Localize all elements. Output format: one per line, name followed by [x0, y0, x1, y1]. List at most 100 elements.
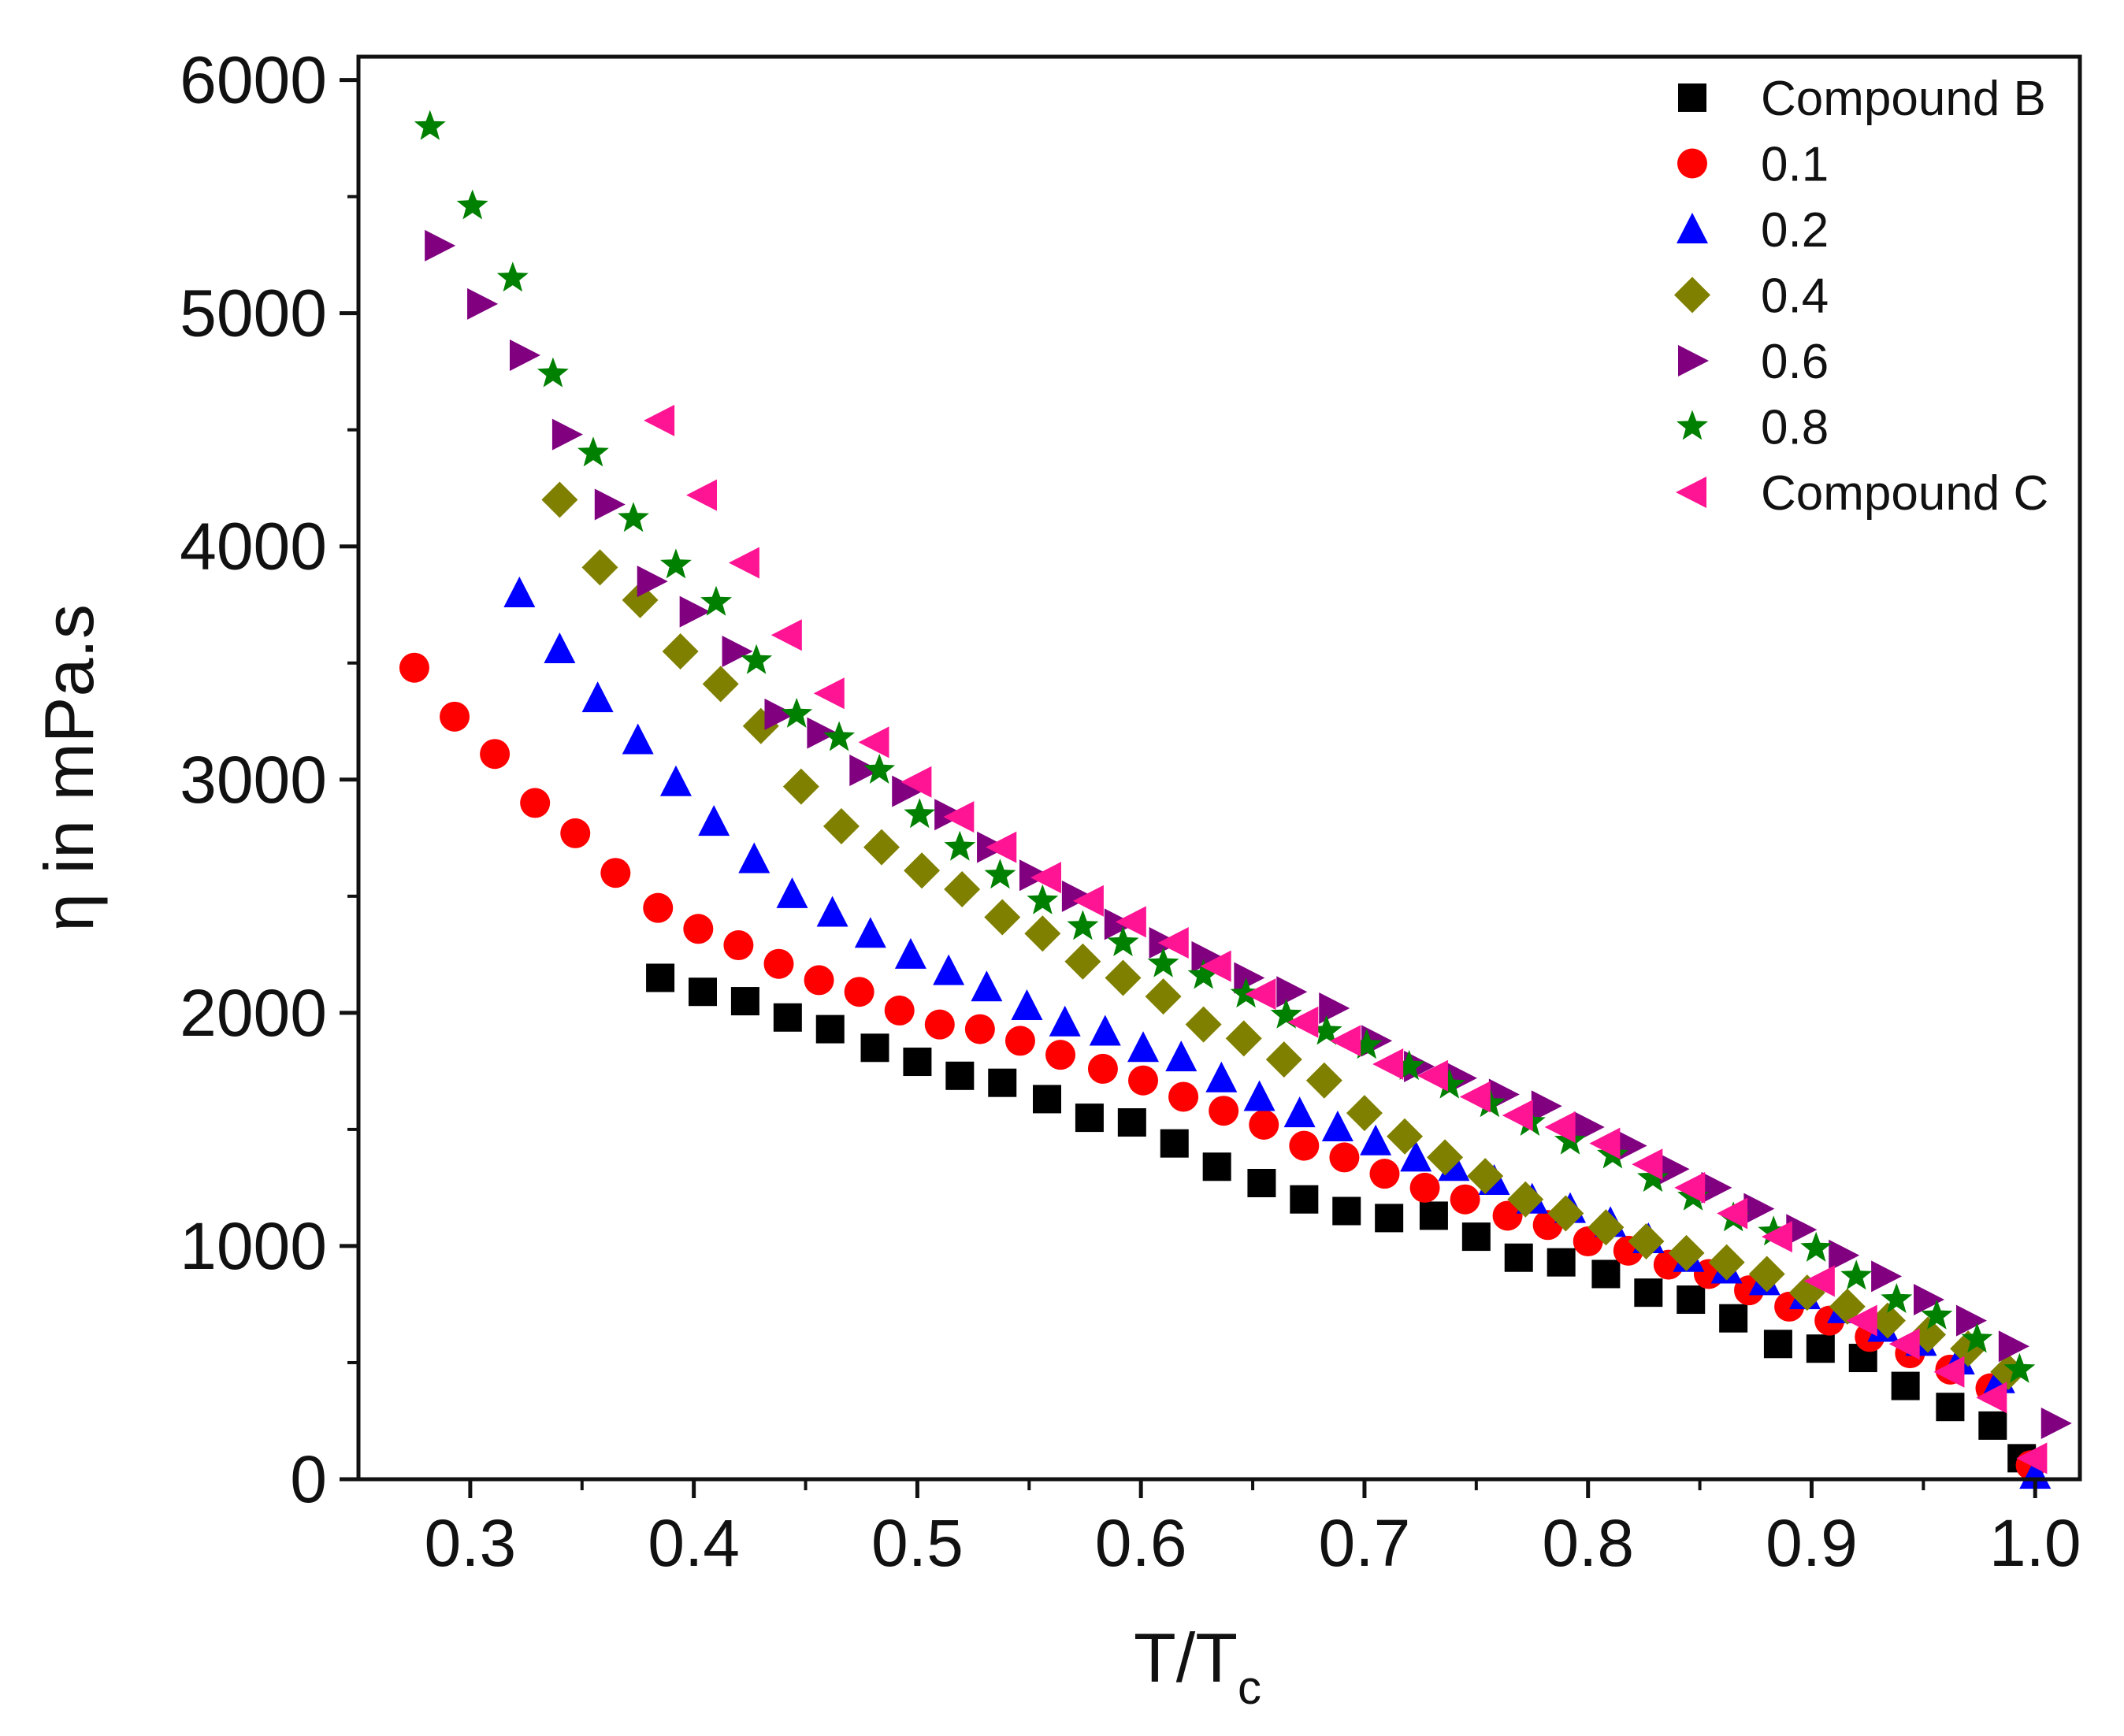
series-1 [399, 652, 2046, 1481]
y-tick-label: 2000 [180, 976, 327, 1050]
data-point [971, 970, 1003, 1002]
data-point [1701, 1171, 1732, 1204]
data-point [1658, 1153, 1690, 1185]
data-point [849, 754, 881, 786]
data-point [1459, 1081, 1491, 1113]
data-point [1587, 1209, 1625, 1246]
data-point [1743, 1193, 1775, 1225]
data-point [425, 229, 456, 262]
data-point [622, 581, 659, 618]
data-point [456, 189, 488, 220]
data-point [904, 798, 936, 829]
data-point [1329, 1142, 1360, 1173]
data-point [1128, 1065, 1159, 1096]
legend-label: 0.2 [1761, 203, 1829, 258]
data-point [1160, 1129, 1189, 1158]
data-point [1305, 1062, 1342, 1099]
data-point [1004, 1026, 1035, 1056]
data-point [1674, 1171, 1706, 1204]
data-point [1800, 1231, 1833, 1262]
data-point [822, 808, 860, 845]
data-point [944, 870, 981, 907]
x-tick-label: 1.0 [1989, 1506, 2081, 1580]
data-point [1719, 1304, 1748, 1333]
data-point [781, 697, 813, 728]
legend-entry: Compound C [1676, 466, 2048, 521]
data-point [2003, 1352, 2036, 1383]
data-point [764, 698, 796, 730]
data-point [414, 109, 446, 140]
y-tick-label: 0 [290, 1442, 327, 1516]
x-tick-label: 0.9 [1766, 1506, 1858, 1580]
legend-entry: 0.1 [1677, 138, 1829, 192]
data-point [773, 1003, 802, 1032]
data-point [581, 681, 614, 713]
data-point [1045, 1040, 1076, 1070]
data-point [903, 1048, 932, 1077]
data-point [689, 977, 717, 1007]
data-point [1998, 1330, 2029, 1363]
data-point [894, 937, 926, 969]
data-point [1502, 1100, 1533, 1132]
data-point [1075, 1104, 1104, 1133]
data-point [1072, 885, 1104, 917]
data-point [1758, 1215, 1790, 1246]
data-point [1230, 977, 1262, 1008]
data-point [1290, 1185, 1319, 1214]
legend-entry: Compound B [1678, 72, 2046, 126]
data-point [1933, 1356, 1965, 1388]
data-point [683, 914, 714, 944]
data-point [1332, 1196, 1361, 1226]
data-point [520, 788, 551, 818]
data-point [1708, 1244, 1745, 1281]
data-point [738, 842, 771, 874]
legend: Compound B 0.1 0.2 0.4 0.6 0.8 Compound C [1674, 72, 2048, 521]
data-point [1089, 1015, 1121, 1046]
data-point [984, 859, 1016, 889]
y-tick-label: 3000 [180, 743, 327, 817]
data-point [1461, 1222, 1491, 1252]
data-point [1185, 1006, 1222, 1043]
x-axis-title-main: T/T [1134, 1619, 1238, 1697]
data-point [2016, 1442, 2048, 1474]
data-point [1881, 1283, 1913, 1313]
data-point [1544, 1111, 1576, 1143]
data-point [1467, 1158, 1504, 1195]
data-point [1763, 1330, 1792, 1359]
data-point [1433, 1068, 1465, 1099]
data-point [1087, 1053, 1118, 1084]
data-point [1573, 1111, 1605, 1143]
x-axis-title: T/Tc [1134, 1619, 1261, 1714]
data-point [662, 632, 699, 670]
data-point [1024, 915, 1061, 952]
data-point [1955, 1304, 1987, 1337]
data-point [1202, 1152, 1231, 1181]
data-point [1417, 1059, 1448, 1092]
data-point [1107, 926, 1139, 956]
data-point [1375, 1204, 1404, 1233]
data-point [440, 701, 470, 732]
y-tick-label: 4000 [180, 510, 327, 584]
data-point [943, 801, 975, 833]
data-point [1547, 1248, 1576, 1277]
y-tick-label: 6000 [180, 43, 327, 117]
data-point [1247, 1168, 1276, 1197]
data-point [660, 548, 692, 579]
data-point [1019, 859, 1050, 892]
legend-marker [1678, 83, 1706, 112]
x-tick-label: 0.4 [648, 1506, 740, 1580]
y-axis-title: η in mPa.s [30, 604, 108, 932]
x-tick-label: 0.6 [1095, 1506, 1187, 1580]
legend-marker [1674, 276, 1710, 313]
data-point [730, 987, 759, 1016]
data-point [496, 262, 529, 292]
data-point [1245, 978, 1276, 1011]
data-point [1346, 1095, 1383, 1132]
data-point [988, 1068, 1017, 1097]
data-point [858, 726, 889, 759]
data-point [700, 585, 732, 616]
data-point [815, 1015, 845, 1044]
legend-label: 0.8 [1761, 401, 1829, 455]
data-point [728, 547, 759, 579]
data-point [509, 339, 540, 371]
